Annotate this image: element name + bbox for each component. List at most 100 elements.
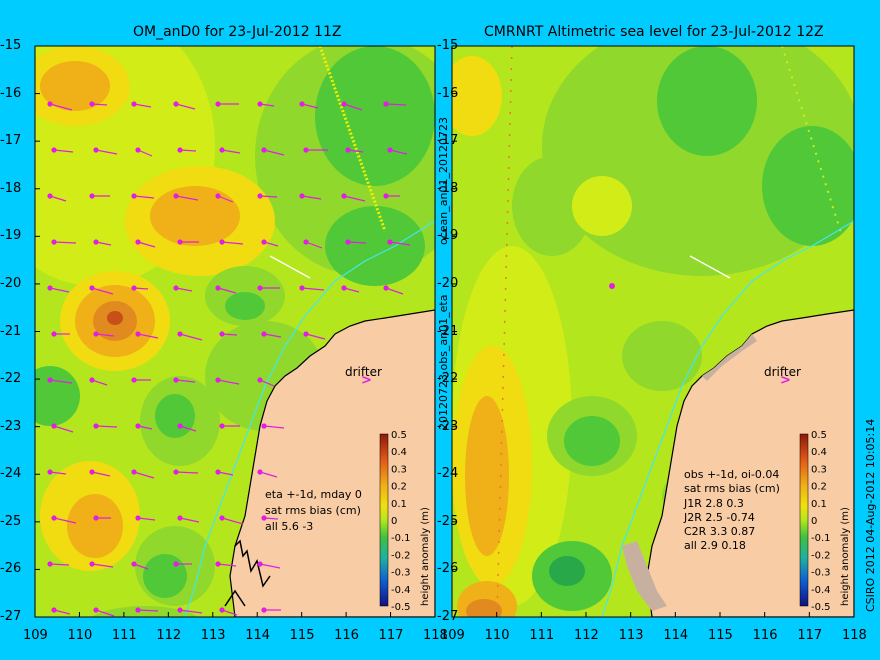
colorbar-tick-label: -0.3: [391, 568, 411, 579]
colorbar-tick-label: -0.1: [811, 533, 831, 544]
latitude-tick-label: -27: [0, 609, 22, 624]
longitude-tick-label: 114: [245, 628, 271, 643]
velocity-vector: [217, 195, 234, 203]
velocity-vector-origin: [89, 193, 95, 199]
colorbar-tick-label: -0.1: [391, 533, 411, 544]
velocity-vector-origin: [177, 331, 183, 337]
velocity-vector-origin: [51, 607, 57, 613]
velocity-vector-origin: [303, 239, 309, 245]
velocity-vector: [301, 103, 319, 109]
velocity-vector: [221, 241, 244, 245]
velocity-vector-origin: [215, 101, 221, 107]
colorbar-tick-label: 0.1: [391, 499, 407, 510]
velocity-vector-origin: [257, 469, 263, 475]
longitude-tick-label: 109: [23, 628, 48, 643]
latitude-tick-label: -22: [0, 371, 22, 387]
latitude-tick-label: -26: [0, 561, 22, 577]
velocity-vector-origin: [257, 561, 263, 567]
legend-line: obs +-1d, oi-0.04: [684, 468, 779, 481]
velocity-vector: [133, 195, 155, 199]
longitude-tick-label: 109: [440, 628, 465, 643]
left-map-drifter-arrow: >: [361, 373, 372, 388]
velocity-vector-origin: [51, 331, 57, 337]
velocity-vector: [343, 103, 363, 111]
velocity-vector-origin: [131, 377, 137, 383]
longitude-tick-label: 110: [484, 628, 510, 643]
velocity-vector: [221, 517, 244, 525]
latitude-tick-label: -21: [0, 323, 22, 339]
colorbar-tick-label: 0: [391, 516, 397, 527]
velocity-vector: [53, 425, 74, 433]
colorbar-tick-label: -0.4: [391, 585, 411, 596]
latitude-tick-label: -24: [437, 466, 459, 482]
right-map-drifter-label: drifter: [764, 365, 801, 379]
velocity-vector: [53, 241, 77, 244]
velocity-vector-origin: [219, 331, 225, 337]
velocity-vector: [91, 471, 111, 477]
colorbar-tick-label: 0.2: [811, 482, 827, 493]
right-map-satellite-track: [496, 46, 513, 617]
velocity-vector: [175, 287, 193, 292]
latitude-tick-label: -22: [437, 371, 459, 387]
velocity-vector-origin: [131, 101, 137, 107]
velocity-vector-origin: [89, 561, 95, 567]
left-map-satellite-track: [318, 46, 387, 232]
latitude-tick-label: -17: [437, 133, 459, 149]
right-map: drifter > obs +-1d, oi-0.04 sat rms bias…: [452, 46, 854, 617]
colorbar-tick-label: 0.3: [811, 464, 827, 475]
latitude-tick-label: -20: [437, 275, 459, 291]
colorbar-tick-label: 0.4: [811, 447, 827, 458]
velocity-vector: [53, 149, 74, 153]
longitude-tick-label: 111: [111, 628, 137, 643]
latitude-tick-label: -21: [437, 323, 459, 339]
longitude-tick-label: 118: [842, 628, 867, 643]
longitude-tick-label: 112: [574, 628, 599, 643]
velocity-vector-origin: [383, 101, 389, 107]
velocity-vector-origin: [219, 607, 225, 613]
velocity-vector-origin: [93, 423, 99, 429]
velocity-vector-origin: [383, 285, 389, 291]
velocity-vector-origin: [261, 423, 267, 429]
velocity-vector: [49, 563, 70, 566]
colorbar-label: height anomaly (m): [420, 507, 431, 606]
right-map-title: CMRNRT Altimetric sea level for 23-Jul-2…: [484, 24, 824, 40]
longitude-tick-label: 114: [663, 628, 689, 643]
right-side-label: 20120723.obs_an01_eta: [437, 294, 450, 430]
colorbar-tick-label: -0.3: [811, 568, 831, 579]
velocity-vector: [179, 149, 197, 152]
legend-line: J1R 2.8 0.3: [683, 497, 744, 510]
velocity-vector-origin: [215, 193, 221, 199]
velocity-vector-origin: [215, 377, 221, 383]
velocity-vector-origin: [219, 515, 225, 521]
latitude-tick-label: -17: [0, 133, 22, 149]
velocity-vector: [49, 379, 73, 384]
velocity-vector-origin: [215, 285, 221, 291]
velocity-vector-origin: [51, 147, 57, 153]
velocity-vector-origin: [177, 607, 183, 613]
velocity-vector-origin: [261, 147, 267, 153]
right-map-satellite-track: [781, 46, 843, 237]
velocity-vector: [49, 287, 70, 293]
velocity-vector-origin: [89, 285, 95, 291]
velocity-vector: [49, 103, 73, 111]
velocity-vector-origin: [47, 285, 53, 291]
velocity-vector: [305, 333, 326, 340]
left-map-isobath: [184, 220, 435, 617]
velocity-vector: [175, 471, 199, 474]
velocity-vector-origin: [177, 239, 183, 245]
left-map-velocity-vectors: [47, 101, 411, 617]
velocity-vector-origin: [257, 193, 263, 199]
velocity-vector: [263, 425, 285, 429]
longitude-tick-label: 116: [334, 628, 359, 643]
latitude-tick-label: -24: [0, 466, 22, 482]
longitude-tick-label: 112: [156, 628, 182, 643]
velocity-vector: [137, 609, 159, 612]
velocity-vector-origin: [257, 377, 263, 383]
legend-line: J2R 2.5 -0.74: [683, 511, 755, 524]
velocity-vector: [95, 609, 115, 617]
velocity-vector-origin: [387, 239, 393, 245]
velocity-vector: [137, 333, 159, 339]
velocity-vector: [221, 149, 241, 154]
velocity-vector-origin: [341, 101, 347, 107]
left-map: drifter > eta +-1d, mday 0 sat rms bias …: [35, 46, 435, 617]
